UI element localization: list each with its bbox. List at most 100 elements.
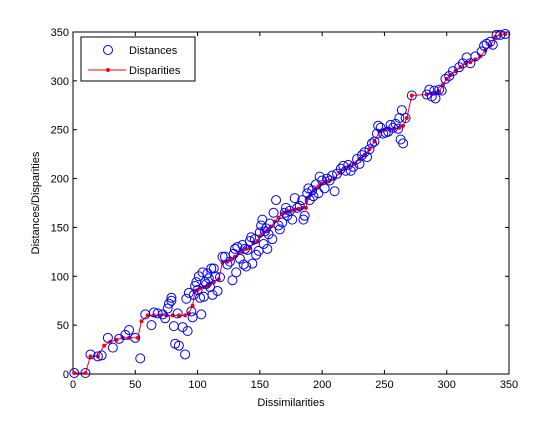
distance-point	[130, 332, 141, 343]
legend-distances-label: Distances	[129, 45, 178, 57]
distance-point	[393, 123, 404, 134]
distance-point	[297, 195, 308, 206]
disparity-point	[135, 335, 140, 340]
distance-point	[322, 173, 333, 184]
legend-distances-marker	[103, 45, 113, 55]
distance-point	[173, 340, 184, 351]
y-tick-label: 300	[51, 76, 69, 88]
y-tick-label: 150	[51, 222, 69, 234]
distance-point	[319, 183, 330, 194]
distance-point	[210, 271, 221, 282]
x-tick-label: 100	[188, 379, 206, 391]
distance-point	[207, 289, 218, 300]
distance-point	[369, 136, 380, 147]
distance-point	[394, 112, 405, 123]
distance-point	[302, 188, 313, 199]
distance-point	[274, 224, 285, 235]
distance-point	[166, 292, 177, 303]
legend-disparities-marker	[106, 68, 110, 72]
distance-point	[208, 263, 219, 274]
distance-point	[201, 279, 212, 290]
distance-point	[454, 62, 465, 73]
distance-point	[217, 251, 228, 262]
distance-point	[267, 234, 278, 245]
distance-point	[180, 349, 191, 360]
x-axis-label: Dissimilarities	[257, 397, 325, 409]
disparity-point	[404, 115, 409, 120]
distance-point	[470, 51, 481, 62]
distance-point	[96, 350, 107, 361]
distance-point	[231, 267, 242, 278]
distance-point	[107, 342, 118, 353]
distance-point	[357, 150, 368, 161]
disparity-point	[244, 246, 249, 251]
x-tick-label: 250	[375, 379, 393, 391]
distance-point	[69, 368, 80, 379]
distance-point	[187, 312, 198, 323]
distance-point	[500, 28, 511, 39]
distance-point	[124, 325, 135, 336]
y-tick-label: 0	[63, 369, 69, 381]
legend-disparities-label: Disparities	[129, 65, 181, 77]
distance-point	[436, 85, 447, 96]
distance-point	[172, 308, 183, 319]
distance-point	[273, 220, 284, 231]
distance-point	[102, 332, 113, 343]
disparity-point	[183, 313, 188, 318]
y-tick-label: 350	[51, 27, 69, 39]
distance-point	[177, 322, 188, 333]
x-tick-label: 0	[70, 379, 76, 391]
distance-point	[279, 207, 290, 218]
x-tick-label: 300	[438, 379, 456, 391]
distance-point	[186, 306, 197, 317]
distance-point	[196, 309, 207, 320]
distance-point	[390, 118, 401, 129]
distance-point	[232, 241, 243, 252]
distance-point	[193, 271, 204, 282]
distance-point	[80, 368, 91, 379]
distance-point	[282, 210, 293, 221]
x-axis-ticks: 0 50 100 150 200 250 300 350	[70, 32, 518, 391]
distance-point	[182, 326, 193, 337]
x-tick-label: 200	[313, 379, 331, 391]
distance-point	[495, 29, 506, 40]
y-tick-label: 50	[57, 320, 69, 332]
distance-point	[429, 85, 440, 96]
distance-point	[135, 353, 146, 364]
disparity-point	[102, 343, 107, 348]
disparity-point	[397, 125, 402, 130]
distance-point	[485, 36, 496, 47]
distance-point	[352, 154, 363, 165]
disparity-point	[453, 69, 458, 74]
distance-point	[183, 287, 194, 298]
distance-point	[160, 313, 171, 324]
distance-point	[166, 295, 177, 306]
distance-point	[359, 147, 370, 158]
legend-box	[80, 36, 196, 82]
distance-point	[361, 152, 372, 163]
distance-point	[298, 214, 309, 225]
distance-point	[366, 138, 377, 149]
distance-point	[294, 200, 305, 211]
distance-point	[92, 351, 103, 362]
distance-point	[329, 186, 340, 197]
disparity-point	[114, 337, 119, 342]
disparity-point	[72, 371, 77, 376]
distance-point	[241, 261, 252, 272]
distance-point	[292, 202, 303, 213]
distance-point	[313, 188, 324, 199]
distance-point	[476, 46, 487, 57]
distance-point	[152, 308, 163, 319]
distance-point	[287, 214, 298, 225]
distance-point	[234, 253, 245, 264]
y-axis-ticks: 0 50 100 150 200 250 300 350	[51, 27, 509, 381]
distance-point	[299, 210, 310, 221]
distance-point	[197, 267, 208, 278]
distance-point	[85, 349, 96, 360]
x-tick-label: 350	[500, 379, 518, 391]
x-tick-label: 50	[129, 379, 141, 391]
distance-point	[465, 58, 476, 69]
distance-point	[406, 90, 417, 101]
